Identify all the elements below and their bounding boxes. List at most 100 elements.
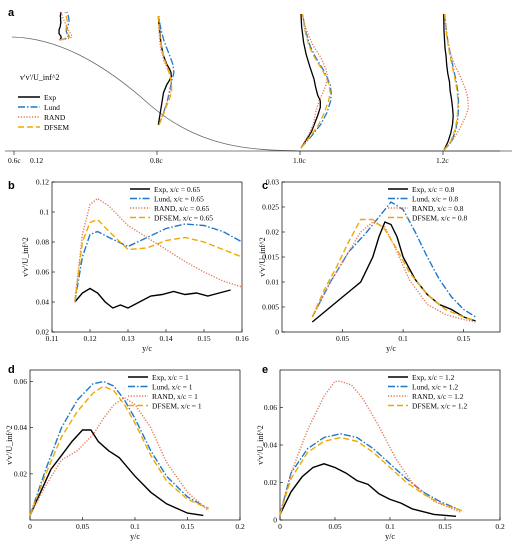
panel-a-tick-label-0.12: 0.12 (30, 156, 43, 165)
panel-a-ticks: 0.6c 0.12 0.8c 1.0c 1.2c (8, 151, 449, 165)
profile-exp-station-1 (58, 11, 62, 41)
profile-rand-station-4 (443, 13, 469, 151)
x-tick-label: 0.2 (495, 522, 505, 531)
legend-label: Lund, x/c = 1.2 (412, 382, 458, 391)
x-tick-label: 0.1 (130, 522, 140, 531)
legend-label: DFSEM, x/c = 1 (152, 401, 202, 410)
legend-label-lund: Lund (44, 103, 60, 112)
y-tick-label: 0.06 (264, 403, 277, 412)
profile-lund-station-1 (59, 11, 70, 41)
panel-a-legend: Exp Lund RAND DFSEM (18, 93, 69, 132)
profile-dfsem-station-4 (443, 13, 459, 151)
series-line-exp (311, 221, 477, 323)
panel-e: 0 0.05 0.1 0.15 0.2 0 0.02 0.04 0.06 y/c v'v'/U_in… (256, 369, 505, 541)
airfoil-surface-curve (11, 36, 500, 152)
x-tick-label: 0.14 (159, 334, 172, 343)
profile-lund-station-3 (300, 13, 332, 149)
legend-label: Exp, x/c = 1.2 (412, 373, 455, 382)
x-tick-label: 0.05 (328, 522, 341, 531)
x-tick-label: 0.15 (181, 522, 194, 531)
series-line-lund (74, 223, 243, 303)
x-axis-title: y/c (386, 344, 396, 353)
y-tick-label: 0.02 (264, 478, 277, 487)
y-axis-title: v'v'/U_inf^2 (256, 425, 265, 465)
y-tick-label: 0 (273, 516, 277, 525)
legend-label: RAND, x/c = 0.8 (412, 204, 464, 213)
y-axis-title: v'v'/U_inf^2 (5, 425, 14, 465)
panel-a-ylabel: v'v'/U_inf^2 (20, 73, 60, 82)
legend-label-dfsem: DFSEM (44, 123, 69, 132)
x-tick-label: 0.16 (235, 334, 248, 343)
legend-label: DFSEM, x/c = 1.2 (412, 401, 468, 410)
panel-a-tick-label-0.8c: 0.8c (150, 156, 163, 165)
series-line-exp (29, 429, 204, 517)
legend-label: Exp, x/c = 0.8 (412, 185, 455, 194)
profile-rand-station-1 (59, 11, 73, 41)
profile-exp-station-4 (443, 13, 454, 151)
x-tick-label: 0.2 (235, 522, 245, 531)
series-line-rand (29, 396, 209, 516)
series-line-lund (29, 380, 209, 516)
panel-letter-b: b (8, 180, 15, 192)
x-tick-label: 0.15 (197, 334, 210, 343)
y-tick-label: 0.04 (14, 423, 27, 432)
y-tick-label: 0.02 (14, 469, 27, 478)
series-line-rand (74, 197, 243, 303)
y-tick-label: 0.005 (262, 303, 279, 312)
series-line-dfsem (311, 218, 477, 322)
legend-label: RAND, x/c = 0.65 (154, 204, 210, 213)
panel-a-tick-label-1.2c: 1.2c (436, 156, 449, 165)
panel-a: a 0.6c 0.12 0.8c 1.0c 1.2c v'v'/U_inf^2 … (5, 7, 512, 165)
legend-label: Exp, x/c = 0.65 (154, 185, 200, 194)
y-tick-label: 0.08 (36, 238, 49, 247)
x-tick-label: 0.15 (457, 334, 470, 343)
series-line-dfsem (279, 436, 462, 515)
y-tick-label: 0.02 (36, 328, 49, 337)
y-tick-label: 0.025 (262, 203, 279, 212)
legend-label-rand: RAND (44, 113, 66, 122)
x-axis-title: y/c (130, 532, 140, 541)
x-tick-label: 0.12 (83, 334, 96, 343)
y-tick-label: 0.04 (36, 298, 49, 307)
x-axis-title: y/c (385, 532, 395, 541)
x-tick-label: 0 (28, 522, 32, 531)
profile-dfsem-station-1 (59, 11, 71, 41)
profile-exp-station-3 (300, 13, 321, 149)
panel-a-tick-label-1.0c: 1.0c (293, 156, 306, 165)
legend-label: Lund, x/c = 0.8 (412, 194, 458, 203)
x-tick-label: 0 (278, 522, 282, 531)
panel-letter-e: e (262, 364, 268, 376)
y-tick-label: 0.06 (36, 268, 49, 277)
panel-d-frame (29, 369, 241, 521)
y-tick-label: 0.06 (14, 377, 27, 386)
x-tick-label: 0.11 (46, 334, 59, 343)
series-line-exp (74, 287, 231, 309)
legend-label: RAND, x/c = 1 (152, 392, 198, 401)
legend-label: DFSEM, x/c = 0.65 (154, 213, 213, 222)
panel-b: 0.11 0.12 0.13 0.14 0.15 0.16 0.02 0.04 0.06 0.08… (21, 178, 249, 354)
y-tick-label: 0.02 (266, 228, 279, 237)
y-axis-title: v'v'/U_inf^2 (21, 237, 30, 277)
legend-label: RAND, x/c = 1.2 (412, 392, 464, 401)
panel-letter-c: c (262, 180, 268, 192)
x-tick-label: 0.1 (398, 334, 408, 343)
y-axis-title: v'v'/U_inf^2 (258, 237, 267, 277)
series-line-rand (311, 221, 476, 323)
profile-rand-station-2 (157, 15, 172, 126)
panel-d: 0 0.05 0.1 0.15 0.2 0.02 0.04 0.06 y/c v'v'/U_inf… (5, 369, 245, 541)
y-tick-label: 0.1 (40, 208, 50, 217)
legend-label-exp: Exp (44, 93, 56, 102)
y-tick-label: 0.03 (266, 178, 279, 187)
panel-c-frame (281, 181, 501, 333)
x-axis-title: y/c (142, 344, 152, 353)
profile-dfsem-station-2 (157, 15, 173, 126)
y-tick-label: 0 (275, 328, 279, 337)
legend-label: Exp, x/c = 1 (152, 373, 189, 382)
series-line-dfsem (74, 218, 243, 303)
y-tick-label: 0.12 (36, 178, 49, 187)
profile-dfsem-station-3 (300, 13, 331, 149)
panel-b-frame (51, 181, 243, 333)
series-line-lund (311, 201, 477, 318)
y-tick-label: 0.01 (266, 278, 279, 287)
